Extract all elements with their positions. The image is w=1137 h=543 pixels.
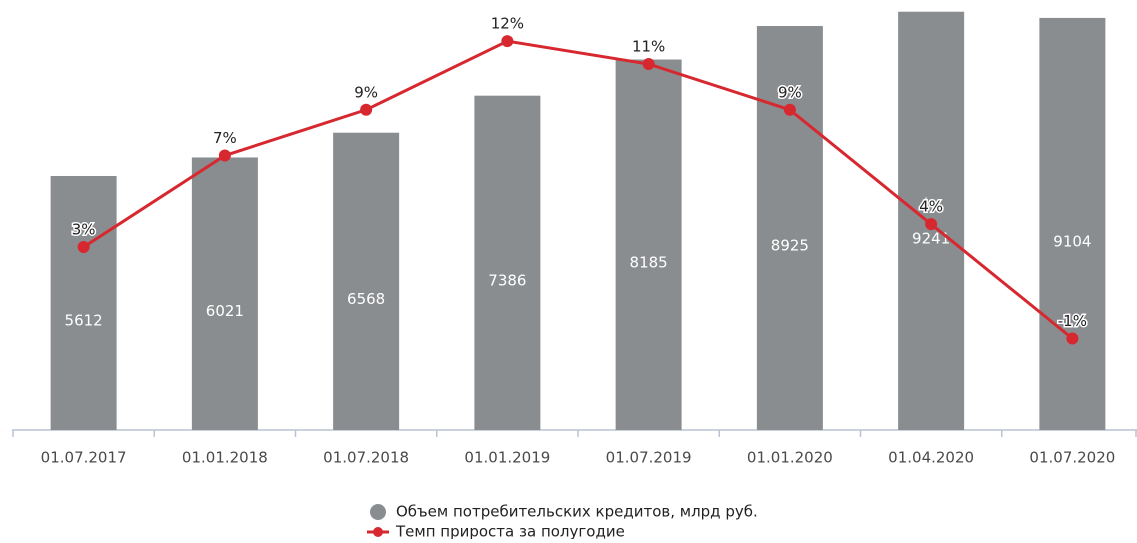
bar-value-label: 6568 xyxy=(347,290,385,308)
line-point xyxy=(77,241,90,254)
line-point xyxy=(783,103,796,116)
line-value-label: 3% xyxy=(72,221,96,239)
x-tick-label: 01.01.2018 xyxy=(182,449,268,467)
bar-value-label: 8925 xyxy=(771,237,809,255)
bar xyxy=(474,95,541,431)
bar xyxy=(1039,17,1106,431)
legend-label: Темп прироста за полугодие xyxy=(395,523,625,540)
line-point xyxy=(1066,332,1079,345)
x-tick-label: 01.01.2019 xyxy=(464,449,550,467)
line-point xyxy=(501,35,514,48)
bar xyxy=(756,26,823,431)
line-point xyxy=(925,218,938,231)
bar xyxy=(50,175,117,430)
x-tick-label: 01.07.2020 xyxy=(1029,449,1115,467)
line xyxy=(82,39,1074,340)
bar-value-label: 9104 xyxy=(1053,232,1091,250)
bar-value-label: 7386 xyxy=(488,271,526,289)
bar xyxy=(333,132,400,430)
legend-label: Объем потребительских кредитов, млрд руб… xyxy=(396,503,758,521)
line-value-label: -1% xyxy=(1058,312,1087,330)
bar-value-label: 5612 xyxy=(65,311,103,329)
legend-marker xyxy=(370,504,386,520)
bar-value-label: 6021 xyxy=(206,302,244,320)
line-point xyxy=(360,103,373,116)
bar xyxy=(191,157,258,430)
line-value-label: 9% xyxy=(354,83,378,101)
line-value-label: 4% xyxy=(919,198,943,216)
legend-marker xyxy=(373,527,383,537)
line-value-label: 12% xyxy=(491,15,524,33)
x-tick-label: 01.01.2020 xyxy=(747,449,833,467)
x-tick-label: 01.07.2017 xyxy=(41,449,127,467)
x-tick-label: 01.07.2018 xyxy=(323,449,409,467)
bar xyxy=(615,59,682,430)
line-point xyxy=(218,149,231,162)
line-value-label: 7% xyxy=(213,129,237,147)
bar-value-label: 8185 xyxy=(630,253,668,271)
line-point xyxy=(642,58,655,71)
line-value-label: 11% xyxy=(632,38,665,56)
bar-value-label: 9241 xyxy=(912,229,950,247)
x-tick-label: 01.07.2019 xyxy=(606,449,692,467)
line-value-label: 9% xyxy=(778,83,802,101)
x-tick-label: 01.04.2020 xyxy=(888,449,974,467)
